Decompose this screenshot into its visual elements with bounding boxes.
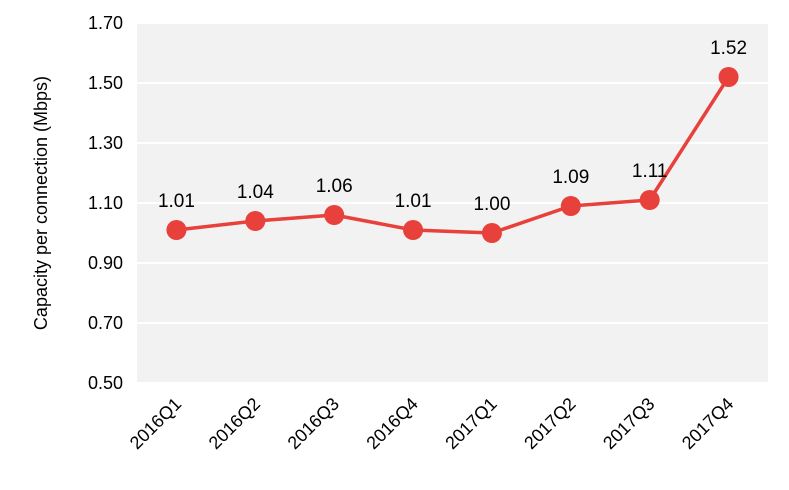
y-tick-label: 0.70 — [88, 313, 123, 333]
y-tick-label: 1.30 — [88, 133, 123, 153]
y-tick-label: 1.50 — [88, 73, 123, 93]
x-tick-label: 2017Q1 — [441, 394, 500, 453]
y-tick-label: 1.70 — [88, 13, 123, 33]
x-tick-label: 2017Q4 — [678, 394, 737, 453]
series-line — [176, 76, 731, 235]
x-tick-label: 2016Q1 — [126, 394, 185, 453]
y-axis-ticks: 0.50 0.70 0.90 1.10 1.30 1.50 1.70 — [88, 13, 123, 393]
data-label: 1.11 — [632, 161, 668, 182]
data-point — [639, 190, 660, 210]
data-label: 1.01 — [395, 191, 432, 212]
data-label: 1.52 — [710, 38, 747, 59]
data-point — [324, 205, 345, 225]
y-tick-label: 1.10 — [88, 193, 123, 213]
data-point — [403, 220, 424, 240]
data-label: 1.01 — [158, 191, 195, 212]
data-point — [560, 196, 581, 216]
x-tick-label: 2016Q2 — [205, 394, 264, 453]
data-label: 1.04 — [237, 182, 274, 203]
data-point — [166, 220, 187, 240]
data-labels: 1.01 1.04 1.06 1.01 1.00 1.09 1.11 1.52 — [158, 38, 747, 215]
x-tick-label: 2016Q3 — [284, 394, 343, 453]
gridlines — [137, 22, 768, 384]
data-point — [481, 223, 502, 243]
data-points — [166, 67, 739, 243]
y-axis-label: Capacity per connection (Mbps) — [31, 76, 51, 330]
x-axis-ticks: 2016Q1 2016Q2 2016Q3 2016Q4 2017Q1 2017Q2 2017… — [126, 394, 738, 453]
x-tick-label: 2017Q3 — [599, 394, 658, 453]
data-label: 1.00 — [473, 194, 510, 215]
x-tick-label: 2017Q2 — [520, 394, 579, 453]
data-point — [718, 67, 739, 87]
y-tick-label: 0.90 — [88, 253, 123, 273]
data-label: 1.09 — [552, 167, 589, 188]
data-label: 1.06 — [316, 176, 353, 197]
y-tick-label: 0.50 — [88, 373, 123, 393]
data-point — [245, 211, 266, 231]
x-tick-label: 2016Q4 — [362, 394, 421, 453]
